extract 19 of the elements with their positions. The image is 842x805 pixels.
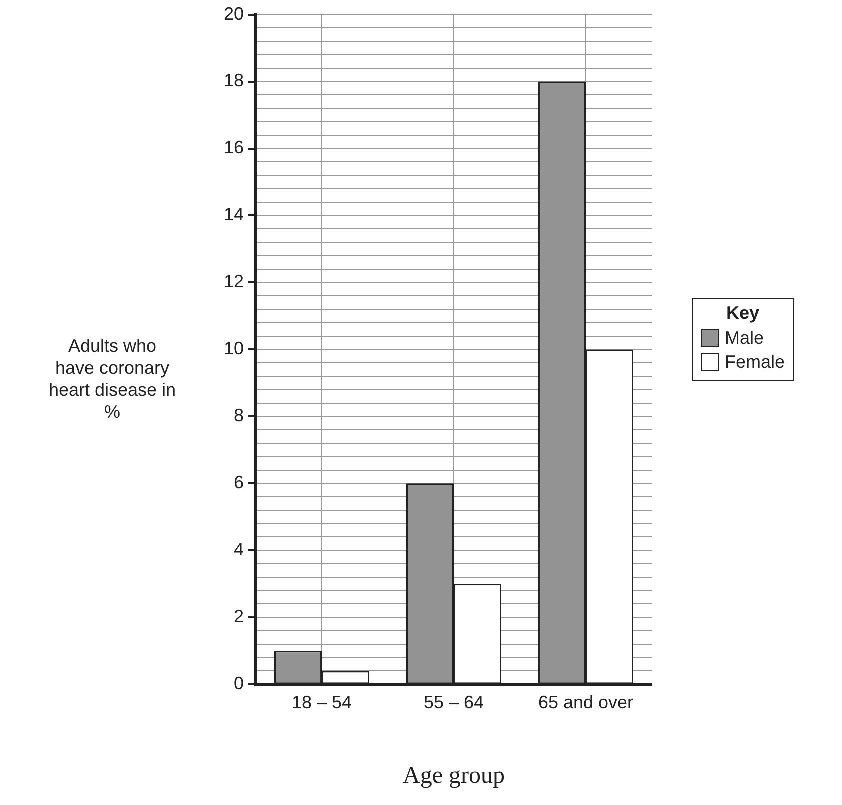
y-tick-label: 18: [224, 70, 244, 91]
y-tick-label: 14: [224, 204, 244, 225]
x-tick-label: 65 and over: [538, 692, 634, 712]
x-tick-label: 18 – 54: [292, 692, 352, 712]
y-tick-label: 10: [224, 338, 244, 359]
y-tick-label: 2: [234, 606, 244, 627]
y-tick-label: 16: [224, 138, 244, 158]
y-tick-label: 0: [234, 674, 244, 694]
x-axis-title: Age group: [403, 762, 506, 789]
y-tick-label: 20: [224, 4, 244, 24]
x-tick-label: 55 – 64: [424, 692, 484, 712]
y-tick-label: 6: [234, 472, 244, 493]
y-tick-label: 8: [234, 406, 244, 426]
legend-label: Male: [725, 327, 764, 350]
legend-title: Key: [726, 303, 761, 324]
y-tick-label: 12: [224, 272, 244, 292]
y-tick-label: 4: [234, 540, 244, 560]
text: Female: [725, 351, 786, 374]
y-axis-title: Adults who have coronary heart disease in %: [48, 335, 176, 423]
